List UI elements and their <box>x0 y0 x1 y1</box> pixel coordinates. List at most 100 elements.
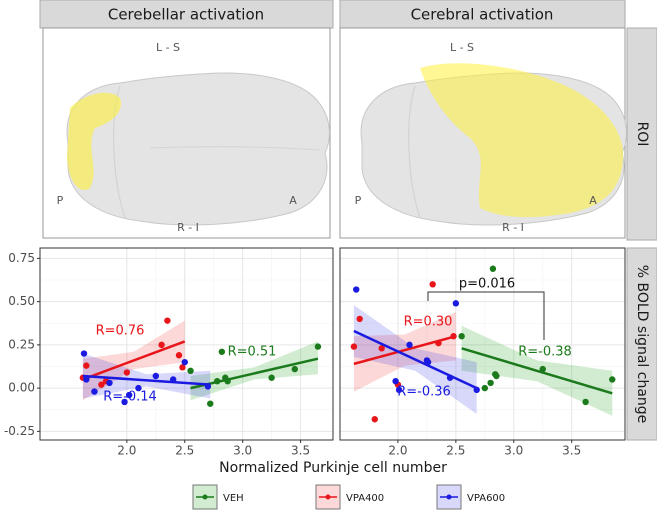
y-tick-label: 0.75 <box>8 251 35 265</box>
legend-label: VPA400 <box>346 493 384 504</box>
orientation-label: P <box>355 194 362 207</box>
data-point <box>83 362 90 369</box>
data-point <box>435 339 442 347</box>
strip <box>39 0 334 29</box>
y-tick-label: 0.00 <box>8 381 35 395</box>
significance-bracket <box>427 291 545 340</box>
data-point <box>268 374 275 381</box>
brain-image <box>42 27 331 239</box>
data-point <box>473 386 480 394</box>
data-point <box>406 341 413 349</box>
data-point <box>121 398 128 406</box>
x-tick-label: 3.5 <box>562 444 581 458</box>
trend-line <box>353 329 478 390</box>
data-point <box>181 358 188 366</box>
trend-line <box>461 347 613 395</box>
annotation: p=0.016 <box>459 277 515 292</box>
data-point <box>353 286 360 293</box>
correlation-label: R=0.76 <box>96 324 145 339</box>
data-point <box>350 343 358 350</box>
correlation-label: R=-0.38 <box>518 345 572 360</box>
confidence-band <box>353 312 456 392</box>
x-tick-label: 2.0 <box>117 444 136 458</box>
data-point <box>213 377 221 385</box>
data-point <box>458 333 465 340</box>
data-point <box>169 376 177 383</box>
x-tick-label: 3.0 <box>504 444 523 458</box>
data-point <box>314 343 322 350</box>
data-point <box>493 372 500 380</box>
data-point <box>446 374 454 381</box>
plots: -0.25 0.00 0.25 0.50 0.75 2.0 2.5 3.0 3.5 R=0.51 R… <box>4 247 626 458</box>
data-point <box>123 369 131 376</box>
strip-title: Cerebral activation <box>411 6 554 24</box>
orientation-label: R - I <box>177 221 199 234</box>
data-point <box>395 386 403 394</box>
orientation-label: P <box>57 194 64 207</box>
strip-title: Cerebellar activation <box>108 6 264 24</box>
row-label: ROI <box>634 122 650 147</box>
data-point <box>371 416 378 423</box>
data-point <box>609 376 616 383</box>
plot-area <box>40 248 333 440</box>
data-point <box>152 372 160 380</box>
y-tick-label: 0.25 <box>8 337 35 351</box>
correlation-label: R=-0.36 <box>397 385 451 400</box>
trend-line <box>82 374 211 386</box>
data-point <box>224 377 231 385</box>
x-tick-label: 2.0 <box>388 444 407 458</box>
panel: -0.25 0.00 0.25 0.50 0.75 2.0 2.5 3.0 3.5 R=0.51 R… <box>4 247 334 458</box>
trend-line <box>190 357 319 390</box>
brain-image <box>339 27 627 239</box>
x-axis-title: Normalized Purkinje cell number <box>219 460 447 476</box>
data-point <box>207 400 214 407</box>
panel-border <box>39 247 334 441</box>
data-point <box>429 281 436 288</box>
data-point <box>481 384 489 392</box>
data-point <box>135 384 142 392</box>
strip <box>626 27 657 241</box>
orientation-label: A <box>589 194 597 207</box>
legend-label: VEH <box>223 493 244 504</box>
data-point <box>378 345 385 352</box>
orientation-label: A <box>289 194 297 207</box>
x-tick-label: 2.5 <box>175 444 194 458</box>
strip <box>626 247 657 441</box>
legend: VEH VPA400 VPA600 <box>192 484 505 510</box>
data-point <box>164 317 171 324</box>
orientation-label: L - S <box>450 41 474 54</box>
data-point <box>487 379 494 387</box>
data-point <box>158 341 165 349</box>
data-point <box>187 367 194 375</box>
row-label: % BOLD signal change <box>634 265 650 424</box>
panel-border <box>339 247 626 441</box>
x-tick-label: 2.5 <box>446 444 465 458</box>
data-point <box>106 379 113 387</box>
data-point <box>291 365 298 373</box>
legend-label: VPA600 <box>467 493 505 504</box>
correlation-label: R=0.51 <box>228 345 277 360</box>
data-point <box>450 333 457 340</box>
data-point <box>424 358 432 366</box>
data-point <box>392 377 399 385</box>
data-point <box>218 348 226 355</box>
correlation-label: R=0.30 <box>404 315 453 330</box>
data-point <box>539 365 546 373</box>
trend-line <box>82 340 186 381</box>
x-tick-label: 3.5 <box>291 444 310 458</box>
panel: 2.0 2.5 3.0 3.5 R=-0.38 R=0.30 R=-0.36 p=0.016 <box>339 247 626 458</box>
data-point <box>356 315 363 323</box>
y-tick-label: 0.50 <box>8 294 35 308</box>
y-tick-label: -0.25 <box>4 424 35 438</box>
data-point <box>83 376 90 383</box>
data-point <box>80 350 88 357</box>
legend-key-dot <box>202 494 208 500</box>
data-point <box>582 398 589 406</box>
strip <box>339 0 626 29</box>
confidence-band <box>190 341 318 401</box>
legend-key-dot <box>325 494 331 500</box>
confidence-band <box>82 353 211 399</box>
correlation-label: R=-0.14 <box>103 390 157 405</box>
x-tick-label: 3.0 <box>233 444 252 458</box>
